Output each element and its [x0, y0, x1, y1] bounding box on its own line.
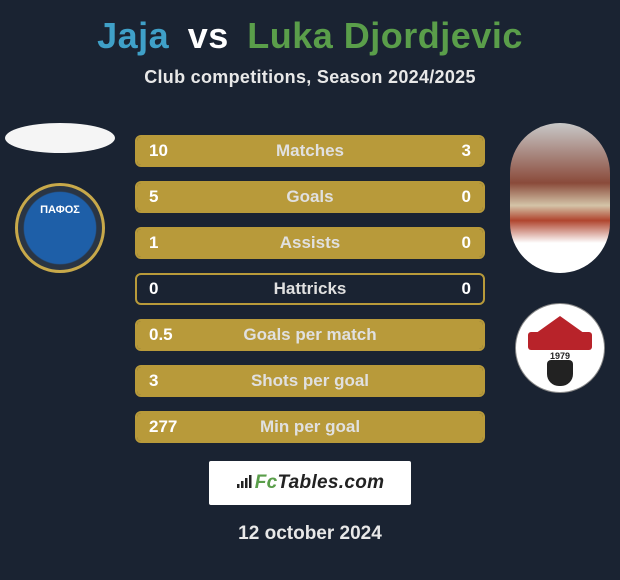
subtitle: Club competitions, Season 2024/2025 — [0, 67, 620, 88]
player1-club-text: ΠΑΦΟΣ — [40, 204, 80, 216]
chart-icon — [236, 473, 252, 487]
player2-column: 1979 — [500, 123, 620, 443]
stats-table: 103Matches 50Goals 10Assists 00Hattricks 0.5… — [135, 135, 485, 457]
player2-club-year: 1979 — [550, 351, 570, 361]
footer: FcTables.com 12 october 2024 — [0, 461, 620, 545]
player2-club-badge: 1979 — [515, 303, 605, 393]
brand-text: FcTables.com — [236, 472, 385, 493]
brand-badge: FcTables.com — [209, 461, 412, 505]
stat-label: Shots per goal — [137, 371, 483, 391]
player1-photo — [5, 123, 115, 153]
stat-label: Hattricks — [137, 279, 483, 299]
stat-row: 00Hattricks — [135, 273, 485, 305]
stat-label: Assists — [137, 233, 483, 253]
brand-fc: Fc — [255, 472, 278, 493]
player1-name: Jaja — [97, 15, 169, 56]
stat-row: 3Shots per goal — [135, 365, 485, 397]
player1-column: ΠΑΦΟΣ — [0, 123, 120, 443]
shield-icon — [547, 360, 573, 386]
main-content: ΠΑΦΟΣ 1979 103Matches 50Goals 10Assists 00H… — [0, 123, 620, 453]
stat-row: 50Goals — [135, 181, 485, 213]
stat-label: Min per goal — [137, 417, 483, 437]
stat-row: 0.5Goals per match — [135, 319, 485, 351]
player2-name: Luka Djordjevic — [247, 15, 523, 56]
brand-rest: Tables.com — [277, 472, 384, 493]
stat-label: Goals — [137, 187, 483, 207]
stat-row: 10Assists — [135, 227, 485, 259]
stat-row: 277Min per goal — [135, 411, 485, 443]
stat-row: 103Matches — [135, 135, 485, 167]
vs-label: vs — [188, 15, 229, 56]
date-label: 12 october 2024 — [0, 523, 620, 545]
stat-label: Matches — [137, 141, 483, 161]
comparison-card: Jaja vs Luka Djordjevic Club competition… — [0, 0, 620, 580]
player1-club-badge: ΠΑΦΟΣ — [15, 183, 105, 273]
page-title: Jaja vs Luka Djordjevic — [0, 15, 620, 57]
player2-photo — [510, 123, 610, 273]
stat-label: Goals per match — [137, 325, 483, 345]
